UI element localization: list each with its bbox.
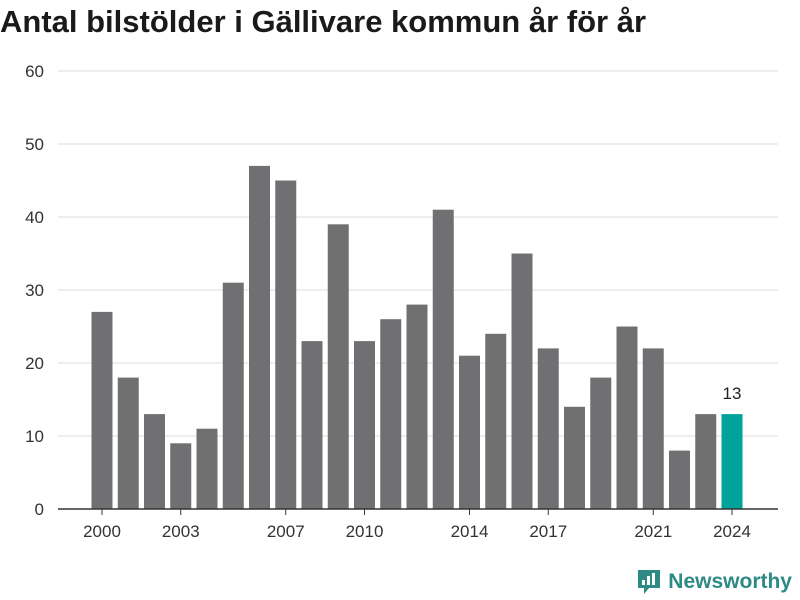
bar-2005 [222,282,244,509]
bar-2000 [91,311,113,509]
bar-2017 [537,348,559,509]
y-tick-label: 30 [25,281,44,300]
bar-2008 [301,341,323,509]
y-tick-label: 40 [25,208,44,227]
bar-2020 [616,326,638,509]
bar-2011 [380,319,402,509]
x-tick-label: 2021 [634,522,672,541]
chart-title: Antal bilstölder i Gällivare kommun år f… [0,4,647,39]
bar-2004 [196,428,218,509]
bar-2014 [459,355,480,509]
bar-2015 [485,333,507,509]
bar-2002 [144,414,165,509]
bar-2021 [642,348,664,509]
y-tick-label: 10 [25,427,44,446]
newsworthy-logo-icon [638,570,661,594]
bar-2007 [275,180,297,509]
bar-2019 [590,377,612,509]
y-tick-label: 60 [25,62,44,81]
brand-name: Newsworthy [668,570,792,593]
x-tick-label: 2024 [713,522,751,541]
x-tick-label: 2014 [451,522,489,541]
brand-logo[interactable]: Newsworthy [636,568,792,596]
bar-2016 [511,253,533,509]
data-labels: 13 [723,384,742,403]
y-tick-label: 50 [25,135,44,154]
bar-2001 [117,377,139,509]
data-label: 13 [723,384,742,403]
x-tick-label: 2003 [162,522,200,541]
bar-2018 [564,406,585,509]
bar-2024 [721,414,743,509]
bar-2010 [354,341,375,509]
x-tick-label: 2017 [529,522,567,541]
bar-2022 [669,450,690,509]
x-tick-label: 2010 [346,522,384,541]
bar-2006 [249,165,270,509]
bars [91,165,743,510]
y-tick-label: 20 [25,354,44,373]
y-axis-ticks: 0 10 20 30 40 50 60 [25,62,44,519]
bar-2013 [432,209,454,509]
bar-2012 [406,304,428,509]
x-tick-label: 2007 [267,522,305,541]
bar-2023 [695,414,717,509]
y-tick-label: 0 [35,500,44,519]
bar-2003 [170,443,192,509]
bar-2009 [327,224,349,510]
x-tick-label: 2000 [83,522,121,541]
x-axis-ticks: 2000 2003 2007 2010 2014 2017 2021 2024 [83,509,751,541]
